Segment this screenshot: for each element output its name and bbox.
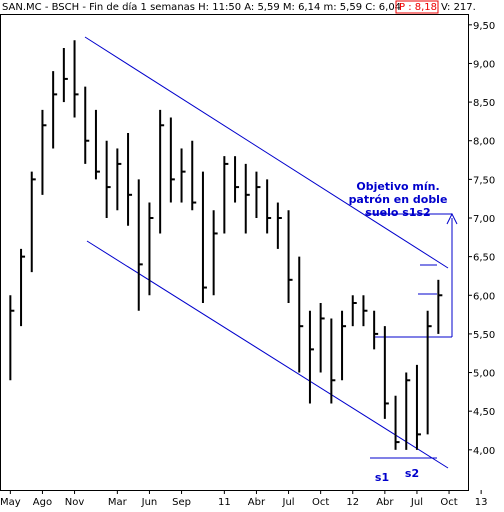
title-highlight: P : 8,18	[399, 2, 437, 13]
x-tick-label: Ago	[33, 497, 52, 508]
x-tick-label: Jul	[410, 497, 423, 508]
highlight-box	[395, 0, 439, 14]
chart-title: SAN.MC - BSCH - Fin de día 1 semanas H: …	[2, 1, 401, 13]
arrow-head	[446, 212, 458, 225]
y-tick-label: 8,00	[473, 137, 495, 148]
annotation-lines	[84, 36, 458, 469]
annotation-text: suelo s1s2	[365, 206, 430, 219]
x-tick-label: 12	[346, 497, 359, 508]
y-tick-label: 9,00	[473, 59, 495, 70]
x-tick-label: Abr	[376, 497, 394, 508]
y-tick-label: 4,00	[473, 446, 495, 457]
annotation-text: Objetivo mín.	[356, 180, 439, 193]
plot-frame	[0, 14, 469, 491]
x-tick-label: 11	[218, 497, 231, 508]
x-tick-label: May	[0, 497, 21, 508]
channel-upper	[84, 36, 449, 269]
y-tick-label: 7,50	[473, 175, 495, 186]
title-tail: V: 217.	[441, 2, 476, 13]
x-tick-label: Jul	[282, 497, 295, 508]
y-tick-label: 8,50	[473, 98, 495, 109]
x-tick-label: Mar	[108, 497, 128, 508]
x-tick-label: Oct	[440, 497, 457, 508]
y-tick-label: 6,50	[473, 253, 495, 264]
y-tick-label: 7,00	[473, 214, 495, 225]
x-tick-label: Jun	[141, 497, 158, 508]
channel-lower	[86, 240, 449, 469]
x-tick-label: Sep	[172, 497, 191, 508]
y-tick-label: 5,50	[473, 330, 495, 341]
x-tick-label: Abr	[248, 497, 266, 508]
bottom-label: s2	[405, 467, 419, 480]
bottom-label: s1	[375, 471, 389, 484]
y-tick-label: 5,00	[473, 369, 495, 380]
y-tick-label: 9,50	[473, 21, 495, 32]
y-tick-label: 6,00	[473, 291, 495, 302]
y-tick-label: 4,50	[473, 407, 495, 418]
x-tick-label: 13	[475, 497, 488, 508]
x-tick-label: Oct	[312, 497, 329, 508]
x-tick-label: Nov	[65, 497, 85, 508]
annotation-text: patrón en doble	[349, 193, 448, 206]
